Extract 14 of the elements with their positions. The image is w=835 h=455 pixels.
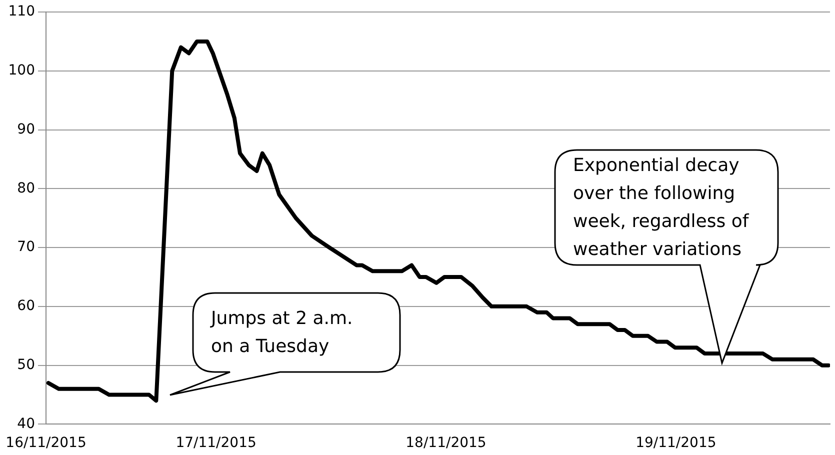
y-tick-label: 40 <box>17 416 35 432</box>
y-tick-label: 110 <box>8 4 35 20</box>
x-tick-label: 17/11/2015 <box>176 435 256 452</box>
y-tick-label: 60 <box>17 298 35 314</box>
y-tick-label: 100 <box>8 62 35 79</box>
y-tick-label: 50 <box>17 356 35 373</box>
x-tick-label: 19/11/2015 <box>636 435 716 452</box>
x-tick-label: 18/11/2015 <box>406 435 486 452</box>
x-tick-label: 16/11/2015 <box>6 435 86 452</box>
annotation: Jumps at 2 a.m. on a Tuesday <box>211 306 354 358</box>
annotation: Exponential decay over the following week, regardless of weather variations <box>573 154 750 262</box>
y-tick-label: 80 <box>17 180 35 196</box>
y-tick-label: 90 <box>17 121 35 138</box>
y-tick-label: 70 <box>17 239 35 256</box>
